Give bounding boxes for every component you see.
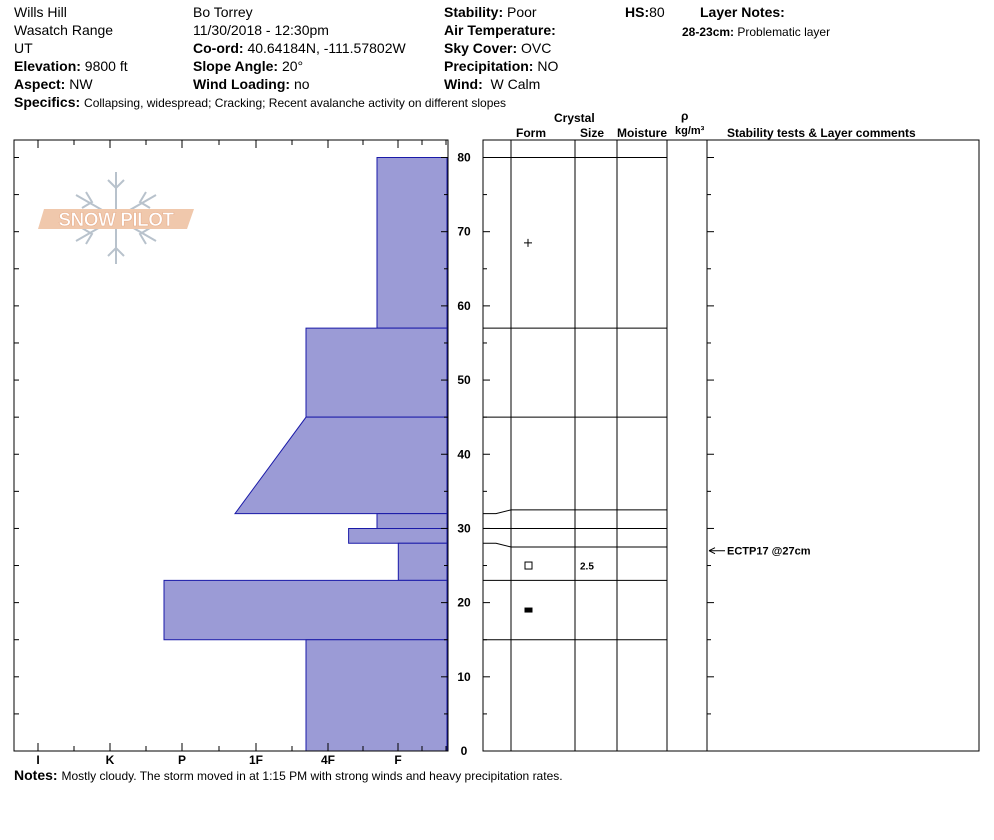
hardness-layer	[234, 416, 448, 515]
stability-label: Stability:	[444, 4, 504, 20]
depth-tick-label: 60	[457, 299, 471, 313]
hs-value: 80	[649, 4, 665, 20]
slope-label: Slope Angle:	[193, 58, 279, 74]
depth-tick-label: 0	[461, 744, 468, 758]
layer-connector-line	[483, 542, 512, 548]
depth-tick-label: 30	[457, 521, 471, 535]
hs-field: HS:80	[625, 4, 665, 20]
density-unit: kg/m³	[675, 125, 705, 137]
wind-label: Wind:	[444, 76, 483, 92]
sky-cover-label: Sky Cover:	[444, 40, 518, 56]
logo-text: SNOW PILOT	[58, 210, 174, 231]
hardness-tick-label: K	[106, 753, 115, 767]
hardness-layer	[348, 527, 448, 544]
crystal-form-new-snow	[524, 238, 532, 247]
hardness-layer	[163, 579, 448, 641]
range-name: Wasatch Range	[14, 22, 114, 38]
hardness-layer	[376, 157, 448, 329]
precipitation-field: Precipitation: NO	[444, 58, 558, 74]
layer-note-depth: 28-23cm:	[682, 25, 735, 39]
depth-tick-label: 10	[457, 670, 471, 684]
precipitation-label: Precipitation:	[444, 58, 534, 74]
depth-axis: 0 10 20 30 40 50 60 70 80	[441, 151, 714, 758]
hardness-tick-label: 1F	[249, 753, 263, 767]
hardness-axis: I K P 1F 4F F	[13, 140, 447, 767]
stability-test-arrow	[708, 547, 725, 555]
observation-datetime: 11/30/2018 - 12:30pm	[193, 22, 329, 38]
notes-field: Notes: Mostly cloudy. The storm moved in…	[14, 767, 563, 784]
sky-cover-field: Sky Cover: OVC	[444, 40, 551, 56]
layer-note: 28-23cm: Problematic layer	[682, 24, 830, 40]
hardness-layer	[376, 513, 448, 529]
wind-loading-label: Wind Loading:	[193, 76, 291, 92]
snowpilot-logo: SNOW PILOT	[38, 172, 194, 264]
hardness-plot-frame	[13, 139, 449, 752]
crystal-form-melt-forms	[524, 607, 533, 613]
sky-cover-value: OVC	[521, 40, 552, 56]
size-header: Size	[580, 126, 605, 140]
depth-tick-label: 50	[457, 373, 471, 387]
hardness-tick-label: F	[394, 753, 401, 767]
wind-loading-field: Wind Loading: no	[193, 76, 310, 92]
layer-connector-line	[483, 509, 512, 515]
crystal-table-columns	[510, 140, 708, 751]
crystal-symbols: 2.5	[524, 238, 594, 613]
wind-loading-value: no	[293, 76, 310, 92]
wind-field: Wind: W Calm	[444, 76, 540, 92]
hardness-tick-label: P	[178, 753, 186, 767]
layer-note-text: Problematic layer	[737, 25, 831, 39]
stability-tests-header: Stability tests & Layer comments	[727, 126, 916, 140]
slope-value: 20°	[281, 58, 304, 74]
elevation-label: Elevation:	[14, 58, 81, 74]
elevation-value: 9800 ft	[84, 58, 128, 74]
hardness-tick-label: 4F	[321, 753, 335, 767]
location-name: Wills Hill	[14, 4, 67, 20]
coord-field: Co-ord: 40.64184N, -111.57802W	[193, 40, 406, 56]
left-minor-ticks	[14, 157, 19, 752]
depth-tick-label: 40	[457, 447, 471, 461]
crystal-table-frame	[482, 139, 980, 752]
stability-test-label: ECTP17 @27cm	[727, 546, 811, 558]
aspect-value: NW	[69, 76, 93, 92]
depth-tick-label: 80	[457, 151, 471, 165]
depth-tick-label: 20	[457, 596, 471, 610]
hardness-layer	[305, 327, 448, 418]
coord-value: 40.64184N, -111.57802W	[247, 40, 406, 56]
elevation-field: Elevation: 9800 ft	[14, 58, 128, 74]
density-symbol: ρ	[681, 109, 689, 123]
hs-label: HS:	[625, 4, 650, 20]
moisture-header: Moisture	[617, 126, 668, 140]
layer-notes-label: Layer Notes:	[700, 4, 785, 20]
specifics-value: Collapsing, widespread; Cracking; Recent…	[84, 96, 507, 110]
notes-label: Notes:	[14, 767, 58, 783]
coord-label: Co-ord:	[193, 40, 244, 56]
wind-value: W Calm	[490, 76, 541, 92]
notes-value: Mostly cloudy. The storm moved in at 1:1…	[61, 769, 563, 783]
aspect-label: Aspect:	[14, 76, 66, 92]
depth-tick-label: 70	[457, 225, 471, 239]
air-temperature-label: Air Temperature:	[444, 22, 556, 38]
hardness-layer	[305, 639, 448, 752]
crystal-size-value: 2.5	[580, 562, 594, 573]
hardness-layer	[397, 542, 448, 581]
slope-field: Slope Angle: 20°	[193, 58, 303, 74]
aspect-field: Aspect: NW	[14, 76, 93, 92]
specifics-label: Specifics:	[14, 94, 81, 110]
stability-field: Stability: Poor	[444, 4, 537, 20]
stability-test-results: ECTP17 @27cm	[708, 546, 811, 558]
observer-name: Bo Torrey	[193, 4, 253, 20]
crystal-header: Crystal	[554, 111, 595, 125]
stability-value: Poor	[507, 4, 537, 20]
hardness-tick-label: I	[36, 753, 39, 767]
form-header: Form	[516, 126, 546, 140]
crystal-form-faceted	[524, 561, 533, 570]
specifics-field: Specifics: Collapsing, widespread; Crack…	[14, 94, 506, 111]
hardness-profile	[163, 157, 448, 752]
state-name: UT	[14, 40, 33, 56]
precipitation-value: NO	[537, 58, 559, 74]
layer-boundaries	[483, 157, 667, 641]
